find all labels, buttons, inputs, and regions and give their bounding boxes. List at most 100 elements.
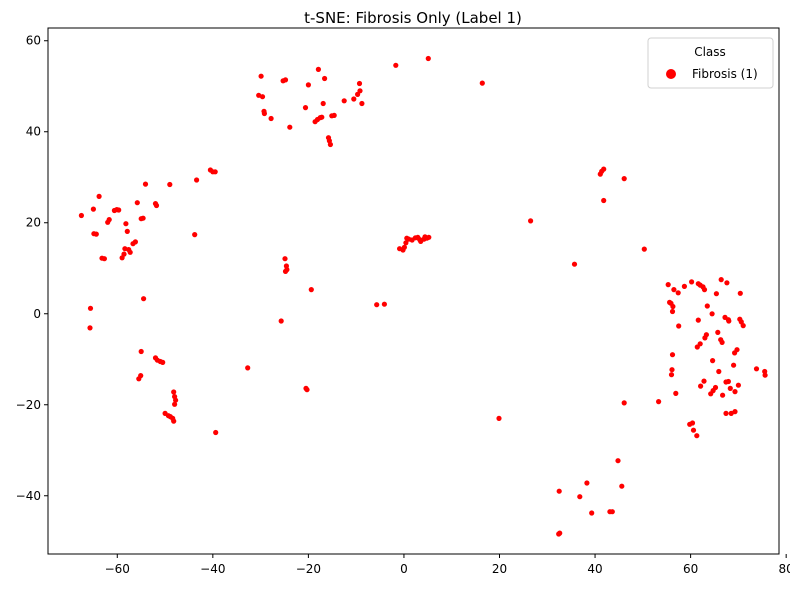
- data-point: [96, 193, 102, 199]
- data-point: [351, 96, 357, 102]
- data-point: [670, 303, 676, 310]
- data-point: [341, 98, 347, 104]
- data-point: [268, 115, 274, 122]
- data-point: [719, 339, 725, 345]
- plot-points: [78, 55, 768, 537]
- data-point: [704, 303, 710, 309]
- data-point: [577, 494, 583, 500]
- chart-title: t-SNE: Fibrosis Only (Label 1): [304, 9, 522, 27]
- data-point: [740, 323, 746, 329]
- data-point: [282, 256, 288, 262]
- data-point: [731, 362, 737, 368]
- data-point: [403, 240, 409, 246]
- data-point: [305, 82, 311, 88]
- data-point: [194, 177, 200, 183]
- data-point: [689, 279, 695, 285]
- data-point: [282, 268, 289, 274]
- data-point: [331, 112, 337, 118]
- data-point: [609, 509, 615, 515]
- legend-entry-label: Fibrosis (1): [692, 67, 758, 81]
- data-point: [140, 215, 146, 221]
- data-point: [142, 181, 149, 187]
- y-tick-label: 60: [26, 34, 41, 48]
- data-point: [302, 105, 309, 111]
- data-point: [732, 350, 738, 356]
- data-point: [322, 75, 328, 82]
- data-point: [689, 420, 696, 426]
- data-point: [282, 77, 289, 83]
- data-point: [479, 80, 485, 86]
- data-point: [134, 200, 140, 206]
- data-point: [715, 329, 721, 335]
- data-point: [694, 344, 700, 350]
- legend: Class Fibrosis (1): [647, 37, 774, 89]
- data-point: [171, 389, 177, 395]
- data-point: [720, 392, 726, 398]
- data-point: [762, 372, 768, 378]
- data-point: [615, 458, 621, 464]
- data-point: [710, 358, 716, 364]
- data-point: [732, 409, 738, 415]
- data-point: [213, 429, 219, 436]
- data-point: [718, 277, 724, 283]
- data-point: [665, 282, 671, 288]
- y-tick-label: 20: [26, 216, 41, 230]
- data-point: [315, 66, 321, 72]
- data-point: [727, 385, 733, 391]
- data-point: [723, 410, 729, 416]
- data-point: [124, 228, 130, 234]
- data-point: [422, 234, 428, 240]
- data-point: [601, 166, 607, 172]
- data-point: [132, 239, 138, 245]
- data-point: [426, 234, 432, 240]
- data-point: [681, 283, 688, 289]
- data-point: [127, 249, 133, 255]
- x-tick-label: 0: [400, 562, 408, 576]
- data-point: [695, 317, 701, 323]
- data-point: [381, 301, 387, 307]
- data-point: [261, 110, 267, 117]
- x-tick-label: 40: [587, 562, 602, 576]
- data-point: [167, 181, 173, 188]
- y-tick-label: 0: [33, 307, 41, 321]
- data-point: [675, 290, 681, 296]
- data-point: [101, 256, 107, 262]
- data-point: [172, 401, 178, 407]
- data-point: [359, 100, 365, 107]
- data-point: [701, 287, 708, 293]
- data-point: [160, 359, 166, 365]
- data-point: [737, 290, 743, 296]
- data-point: [656, 399, 662, 405]
- data-point: [735, 382, 742, 388]
- y-tick-label: 40: [26, 125, 41, 139]
- data-point: [702, 335, 708, 341]
- data-point: [90, 206, 96, 212]
- data-point: [709, 311, 715, 317]
- data-point: [556, 488, 562, 494]
- data-point: [319, 114, 325, 120]
- data-point: [673, 390, 679, 396]
- data-point: [106, 217, 112, 223]
- data-point: [732, 389, 738, 395]
- data-point: [401, 244, 407, 250]
- data-point: [724, 280, 730, 286]
- data-point: [619, 483, 625, 489]
- data-point: [621, 176, 627, 182]
- data-point: [116, 207, 122, 213]
- x-axis: −60 −40 −20 0 20 40 60 80: [105, 554, 790, 576]
- data-point: [245, 365, 251, 371]
- data-point: [668, 372, 675, 378]
- data-point: [393, 62, 399, 68]
- x-tick-label: −40: [200, 562, 225, 576]
- x-tick-label: 80: [779, 562, 790, 576]
- data-point: [726, 318, 732, 324]
- data-point: [173, 397, 179, 403]
- data-point: [690, 427, 697, 433]
- x-tick-label: 20: [492, 562, 507, 576]
- data-point: [87, 325, 93, 331]
- data-point: [713, 291, 720, 297]
- data-point: [78, 212, 84, 219]
- data-point: [725, 378, 732, 385]
- data-point: [584, 480, 590, 486]
